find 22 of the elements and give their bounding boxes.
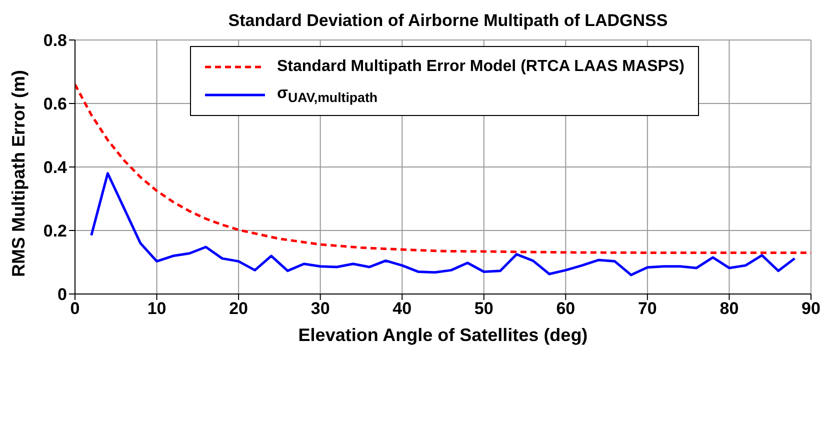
chart-title: Standard Deviation of Airborne Multipath of LADGNSS [228, 11, 668, 30]
x-tick-label: 40 [392, 299, 412, 318]
x-tick-label: 0 [70, 299, 80, 318]
legend-label: σ$_{UAV,multipath}$ [277, 84, 378, 106]
x-tick-label: 10 [147, 299, 166, 318]
y-tick-label: 0 [58, 285, 67, 304]
y-tick-label: 0.2 [43, 222, 67, 241]
x-tick-label: 80 [720, 299, 739, 318]
x-tick-label: 60 [556, 299, 576, 318]
x-tick-label: 30 [310, 299, 330, 318]
x-tick-label: 20 [229, 299, 248, 318]
x-tick-label: 70 [638, 299, 657, 318]
x-tick-label: 90 [802, 299, 820, 318]
x-axis-title: Elevation Angle of Satellites (deg) [298, 325, 588, 345]
y-tick-label: 0.8 [43, 31, 67, 50]
y-axis-title: RMS Multipath Error (m) [8, 70, 28, 277]
line-series [90, 172, 796, 276]
line-series [75, 83, 811, 254]
x-tick-label: 50 [474, 299, 494, 318]
y-tick-label: 0.6 [43, 94, 67, 114]
legend-label: Standard Multipath Error Model (RTCA LAAS MASPS) [277, 58, 684, 76]
y-tick-label: 0.4 [43, 158, 68, 178]
